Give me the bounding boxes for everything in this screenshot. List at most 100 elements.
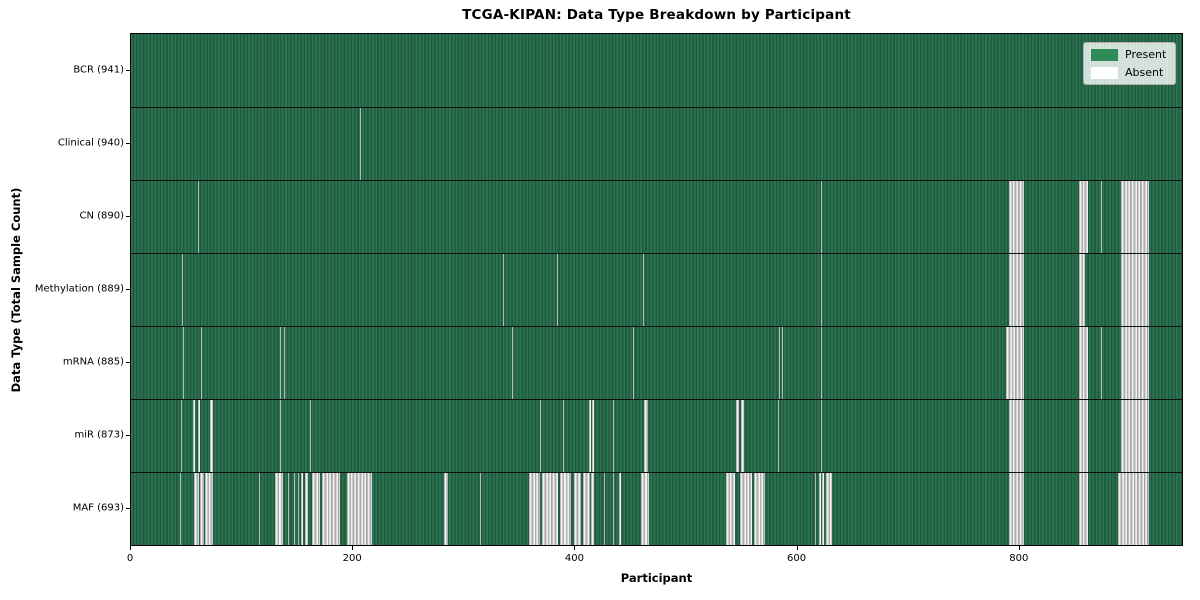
absent-band-miR: [588, 399, 591, 472]
y-tick-label-BCR: BCR (941): [73, 64, 124, 75]
absent-band-mRNA: [778, 326, 780, 399]
absent-band-Methylation: [820, 253, 823, 326]
absent-band-Clinical: [359, 107, 361, 180]
absent-band-CN: [820, 180, 823, 253]
x-tick-label-600: 600: [787, 553, 807, 564]
absent-band-Methylation: [556, 253, 558, 326]
absent-band-MAF: [542, 472, 558, 545]
absent-band-MAF: [559, 472, 571, 545]
absent-band-miR: [209, 399, 214, 472]
absent-band-MAF: [640, 472, 649, 545]
absent-band-MAF: [583, 472, 590, 545]
absent-band-MAF: [818, 472, 821, 545]
absent-band-MAF: [312, 472, 320, 545]
y-tick-label-Clinical: Clinical (940): [57, 137, 124, 148]
absent-band-MAF: [726, 472, 736, 545]
row-separator: [131, 253, 1182, 254]
legend: Present Absent: [1083, 42, 1177, 85]
y-tick-label-CN: CN (890): [79, 210, 124, 221]
absent-band-MAF: [528, 472, 540, 545]
x-tick-mark: [130, 546, 131, 550]
absent-band-MAF: [1117, 472, 1149, 545]
absent-band-MAF: [1008, 472, 1025, 545]
y-tick-mark: [126, 362, 130, 363]
absent-band-miR: [1008, 399, 1025, 472]
y-tick-mark: [126, 143, 130, 144]
absent-band-mRNA: [1078, 326, 1088, 399]
absent-band-MAF: [275, 472, 284, 545]
absent-band-MAF: [604, 472, 606, 545]
chart-title: TCGA-KIPAN: Data Type Breakdown by Parti…: [462, 7, 851, 23]
absent-band-MAF: [205, 472, 214, 545]
absent-band-MAF: [194, 472, 199, 545]
x-tick-label-0: 0: [126, 553, 134, 564]
absent-band-mRNA: [279, 326, 281, 399]
x-tick-mark: [796, 546, 798, 550]
absent-band-CN: [1078, 180, 1088, 253]
absent-band-Methylation: [643, 253, 645, 326]
absent-band-miR: [193, 399, 196, 472]
absent-band-MAF: [479, 472, 481, 545]
absent-band-MAF: [613, 472, 615, 545]
absent-band-mRNA: [1006, 326, 1025, 399]
row-separator: [131, 399, 1182, 400]
absent-band-mRNA: [633, 326, 635, 399]
absent-band-miR: [197, 399, 200, 472]
absent-band-miR: [592, 399, 595, 472]
absent-band-MAF: [305, 472, 308, 545]
absent-band-CN: [197, 180, 199, 253]
absent-band-miR: [563, 399, 565, 472]
absent-band-Methylation: [1120, 253, 1149, 326]
x-tick-mark: [352, 546, 354, 550]
absent-band-MAF: [179, 472, 181, 545]
legend-label-absent: Absent: [1125, 66, 1164, 79]
legend-label-present: Present: [1125, 48, 1167, 61]
absent-band-MAF: [287, 472, 289, 545]
x-tick-label-200: 200: [342, 553, 362, 564]
absent-band-MAF: [444, 472, 448, 545]
absent-band-Methylation: [182, 253, 184, 326]
absent-band-MAF: [618, 472, 621, 545]
row-separator: [131, 326, 1182, 327]
absent-band-miR: [613, 399, 615, 472]
absent-band-miR: [740, 399, 745, 472]
absent-band-CN: [1120, 180, 1149, 253]
absent-band-MAF: [199, 472, 205, 545]
absent-band-mRNA: [200, 326, 203, 399]
absent-band-miR: [309, 399, 311, 472]
absent-band-miR: [539, 399, 541, 472]
absent-band-miR: [820, 399, 823, 472]
absent-band-MAF: [754, 472, 766, 545]
absent-band-miR: [777, 399, 779, 472]
absent-swatch: [1091, 66, 1118, 79]
absent-band-Methylation: [503, 253, 505, 326]
y-tick-mark: [126, 435, 130, 436]
absent-band-mRNA: [512, 326, 514, 399]
absent-band-MAF: [346, 472, 373, 545]
x-tick-label-400: 400: [564, 553, 584, 564]
x-tick-label-800: 800: [1009, 553, 1029, 564]
x-tick-mark: [1018, 546, 1020, 550]
absent-band-miR: [180, 399, 183, 472]
absent-band-MAF: [822, 472, 825, 545]
row-separator: [131, 107, 1182, 108]
absent-band-Methylation: [1078, 253, 1086, 326]
row-separator: [131, 472, 1182, 473]
y-tick-label-MAF: MAF (693): [72, 502, 124, 513]
absent-band-MAF: [322, 472, 340, 545]
y-tick-label-Methylation: Methylation (889): [34, 283, 124, 294]
legend-item-absent: Absent: [1091, 66, 1166, 79]
plot-canvas: [131, 34, 1182, 545]
absent-band-MAF: [258, 472, 260, 545]
absent-band-mRNA: [284, 326, 286, 399]
absent-band-miR: [644, 399, 648, 472]
absent-band-miR: [279, 399, 281, 472]
y-tick-mark: [126, 216, 130, 217]
absent-band-mRNA: [183, 326, 185, 399]
absent-band-CN: [1008, 180, 1025, 253]
y-tick-mark: [126, 508, 130, 509]
absent-band-MAF: [294, 472, 296, 545]
absent-band-mRNA: [1120, 326, 1149, 399]
absent-band-miR: [736, 399, 739, 472]
present-swatch: [1091, 48, 1118, 61]
